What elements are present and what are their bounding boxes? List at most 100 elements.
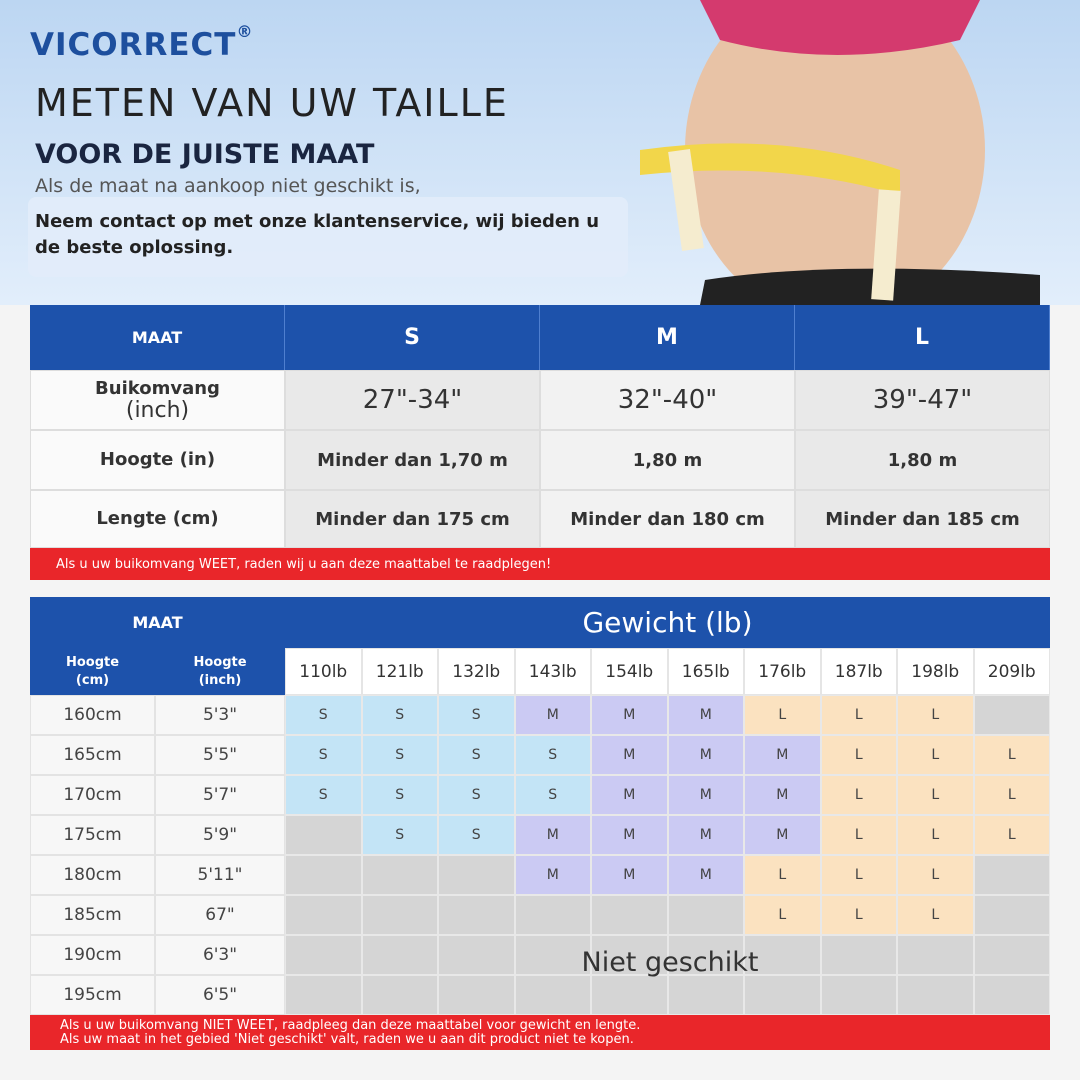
size-cell — [438, 975, 515, 1015]
weight-header: 154lb — [591, 648, 668, 695]
size-cell — [361, 855, 438, 895]
size-cell — [973, 695, 1050, 735]
size-cell: L — [820, 695, 897, 735]
size-cell: L — [897, 735, 974, 775]
weight-header: 110lb — [285, 648, 362, 695]
size-cell — [514, 975, 591, 1015]
height-cm: 160cm — [30, 695, 155, 735]
size-cell — [820, 975, 897, 1015]
size-cell — [361, 895, 438, 935]
size-cell: M — [514, 695, 591, 735]
weight-header: 176lb — [744, 648, 821, 695]
size-cell — [973, 975, 1050, 1015]
size-cell — [438, 935, 515, 975]
weight-header: 198lb — [897, 648, 974, 695]
size-cell — [591, 975, 668, 1015]
height-inch: 5'7" — [155, 775, 285, 815]
size-cell — [285, 855, 362, 895]
size-cell — [514, 935, 591, 975]
height-cm: 185cm — [30, 895, 155, 935]
height-inch: 6'3" — [155, 935, 285, 975]
title: METEN VAN UW TAILLE — [35, 81, 509, 125]
table1-cell: 27"-34" — [285, 370, 540, 430]
size-cell — [973, 935, 1050, 975]
height-inch: 6'5" — [155, 975, 285, 1015]
table2-weight-title: Gewicht (lb) — [285, 597, 1050, 648]
size-cell: L — [744, 695, 821, 735]
size-cell: S — [285, 775, 362, 815]
size-cell: L — [897, 695, 974, 735]
size-cell — [667, 895, 744, 935]
height-inch: 5'11" — [155, 855, 285, 895]
size-cell — [667, 935, 744, 975]
weight-header: 143lb — [514, 648, 591, 695]
size-cell: L — [820, 735, 897, 775]
table1-cell: Minder dan 180 cm — [540, 490, 795, 548]
size-cell: S — [514, 775, 591, 815]
table1-cell: 32"-40" — [540, 370, 795, 430]
size-cell: M — [667, 855, 744, 895]
size-cell — [514, 895, 591, 935]
height-cm: 190cm — [30, 935, 155, 975]
brand-name: VICORRECT — [30, 26, 237, 63]
table1-row-label: Hoogte (in) — [30, 430, 285, 490]
size-cell: S — [438, 815, 515, 855]
size-cell: S — [514, 735, 591, 775]
contact-box — [28, 197, 628, 277]
weight-header: 165lb — [667, 648, 744, 695]
size-cell: M — [591, 735, 668, 775]
contact: Neem contact op met onze klantenservice,… — [35, 211, 600, 258]
size-cell — [285, 895, 362, 935]
size-cell: M — [591, 695, 668, 735]
not-suitable: Niet geschikt — [581, 946, 759, 978]
table1-header: M — [540, 305, 795, 370]
size-cell: S — [285, 695, 362, 735]
size-cell: M — [514, 855, 591, 895]
size-cell: L — [897, 815, 974, 855]
size-cell: L — [973, 775, 1050, 815]
size-cell: L — [897, 895, 974, 935]
size-cell: M — [667, 735, 744, 775]
weight-header: 132lb — [438, 648, 515, 695]
size-cell: L — [820, 775, 897, 815]
table1-header: L — [795, 305, 1050, 370]
table1-cell: Minder dan 1,70 m — [285, 430, 540, 490]
brand: VICORRECT ® — [30, 22, 330, 67]
size-cell: L — [973, 815, 1050, 855]
footer: Als u uw buikomvang NIET WEET, raadpleeg… — [30, 1015, 1050, 1050]
size-cell: M — [591, 775, 668, 815]
size-cell: M — [667, 775, 744, 815]
size-cell — [591, 895, 668, 935]
table2-maat: MAAT — [30, 597, 285, 648]
size-cell: M — [744, 815, 821, 855]
subtitle: VOOR DE JUISTE MAAT — [35, 138, 375, 170]
size-cell: L — [744, 895, 821, 935]
height-cm: 165cm — [30, 735, 155, 775]
table1-header: S — [285, 305, 540, 370]
table1-header: MAAT — [30, 305, 285, 370]
size-cell: M — [744, 775, 821, 815]
size-cell — [438, 895, 515, 935]
weight-header: 121lb — [361, 648, 438, 695]
height-inch: 67" — [155, 895, 285, 935]
hero-illustration — [640, 0, 1040, 305]
size-cell: S — [438, 695, 515, 735]
size-cell: S — [438, 775, 515, 815]
size-cell: L — [820, 895, 897, 935]
size-cell — [744, 935, 821, 975]
size-cell: M — [591, 855, 668, 895]
size-cell — [285, 815, 362, 855]
note: Als de maat na aankoop niet geschikt is, — [35, 175, 421, 197]
row-label-line: Buikomvang — [95, 378, 220, 399]
size-cell: M — [591, 815, 668, 855]
size-cell: M — [667, 815, 744, 855]
size-cell: M — [744, 735, 821, 775]
footer-line: Als uw maat in het gebied 'Niet geschikt… — [60, 1031, 634, 1047]
footer-line: Als u uw buikomvang NIET WEET, raadpleeg… — [60, 1017, 641, 1033]
table1-cell: 39"-47" — [795, 370, 1050, 430]
size-cell — [361, 975, 438, 1015]
height-cm: 195cm — [30, 975, 155, 1015]
height-inch-header: Hoogte (inch) — [155, 648, 285, 695]
table1-cell: 1,80 m — [540, 430, 795, 490]
size-cell — [438, 855, 515, 895]
